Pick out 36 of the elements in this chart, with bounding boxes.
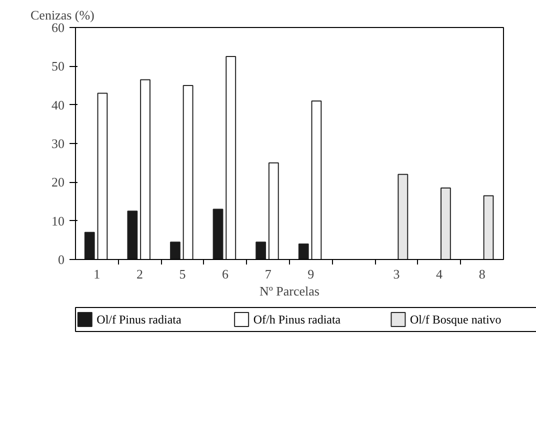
x-axis-title: Nº Parcelas: [260, 284, 320, 298]
bar: [140, 79, 150, 260]
x-tick-label: 1: [94, 266, 100, 282]
bar: [84, 232, 95, 260]
chart-title: Cenizas (%): [30, 8, 94, 22]
x-tick-label: 2: [136, 266, 143, 282]
y-tick-label: 10: [52, 213, 64, 228]
x-tick-label: 5: [179, 266, 186, 282]
bar: [483, 195, 494, 260]
x-tick-label: 8: [478, 266, 486, 282]
y-tick-label: 60: [52, 20, 64, 35]
bar: [398, 174, 408, 260]
x-tick-label: 4: [436, 266, 444, 282]
y-tick-label: 50: [52, 58, 64, 74]
bar: [212, 208, 224, 260]
bar: [226, 56, 236, 260]
bar: [97, 92, 108, 260]
bar: [298, 244, 309, 260]
y-tick-label: 20: [52, 174, 64, 190]
bar: [268, 162, 279, 260]
y-tick-label: 30: [52, 136, 64, 151]
bar: [311, 100, 322, 260]
x-tick-label: 6: [222, 266, 230, 282]
y-tick-label: 40: [52, 97, 64, 112]
bar: [170, 242, 180, 260]
bar: [440, 187, 451, 260]
bar: [127, 210, 138, 260]
x-tick-label: 3: [393, 266, 400, 282]
bar: [182, 85, 194, 260]
legend-label: Ol/f Bosque nativo: [410, 312, 502, 326]
x-tick-label: 9: [308, 266, 314, 282]
bar: [256, 242, 266, 260]
y-tick-label: 0: [58, 252, 64, 267]
legend-label: Of/h Pinus radiata: [253, 312, 342, 326]
legend-label: Ol/f Pinus radiata: [96, 312, 182, 326]
x-tick-label: 7: [264, 266, 272, 282]
